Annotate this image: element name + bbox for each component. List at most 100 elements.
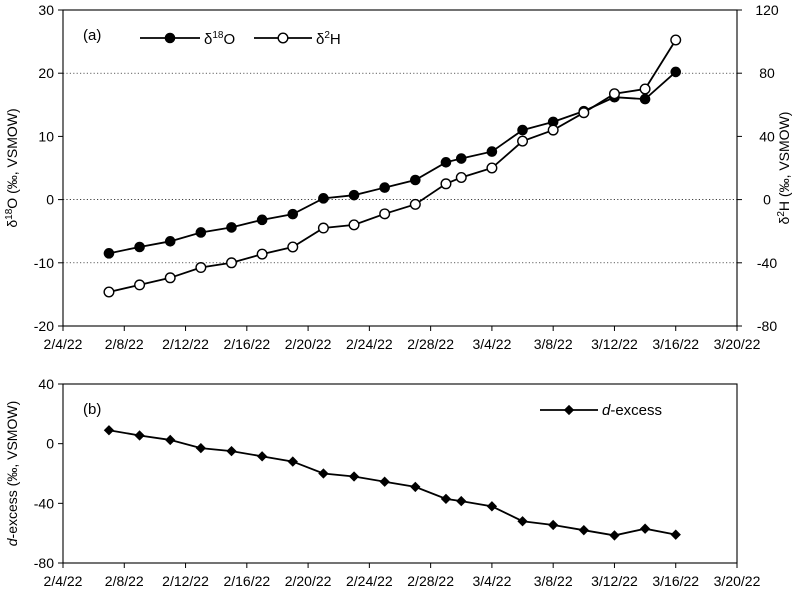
- panel-a-chart: 2/4/22 2/8/22 2/12/22 2/16/22 2/20/22 2/24/22…: [4, 2, 792, 352]
- x-tick-label: 2/4/22: [44, 573, 83, 589]
- y-left-tick-label: -20: [34, 318, 54, 334]
- legend-o18-sup: 18: [212, 30, 224, 41]
- o18-point: [440, 157, 452, 168]
- x-tick-label: 3/8/22: [534, 573, 573, 589]
- d-excess-point: [318, 468, 329, 479]
- x-tick-label: 2/20/22: [285, 336, 332, 352]
- h2-point: [256, 248, 268, 260]
- d-excess-point: [440, 493, 452, 505]
- y-right-tick-label: 120: [755, 2, 779, 18]
- y-left-tick-label: -10: [34, 255, 54, 271]
- legend-o18-marker: [164, 32, 176, 44]
- y-tick-label: -80: [34, 555, 54, 571]
- h2-point: [287, 241, 299, 253]
- y-title-part: -excess (‰, VSMOW): [4, 401, 20, 539]
- h2-point: [608, 88, 620, 100]
- legend-h2-part: H: [330, 31, 341, 48]
- x-tick-label: 2/28/22: [407, 336, 454, 352]
- d-excess-series-line: [108, 429, 676, 537]
- x-tick-label: 2/16/22: [223, 336, 270, 352]
- x-tick-label: 2/8/22: [105, 573, 144, 589]
- legend-b: d-excess: [540, 402, 662, 419]
- y-tick-label: -40: [34, 495, 54, 511]
- panel-b-chart: 2/4/22 2/8/22 2/12/22 2/16/22 2/20/22 2/24/22…: [4, 376, 761, 589]
- o18-point: [134, 241, 145, 253]
- y-tick-label: 40: [38, 376, 54, 392]
- d-excess-point: [165, 434, 176, 446]
- x-tick-label: 3/20/22: [714, 573, 761, 589]
- y-left-tick-label: 0: [46, 192, 54, 208]
- legend-d-excess-italic: d: [602, 402, 611, 419]
- h2-point: [195, 262, 207, 274]
- y-tick-label: 0: [46, 436, 54, 452]
- y-right-tick-label: 40: [759, 128, 775, 144]
- h2-point: [379, 208, 391, 220]
- o18-point: [318, 193, 329, 204]
- d-excess-point: [609, 530, 620, 541]
- y-left-tick-label: 30: [38, 2, 54, 18]
- x-tick-label: 3/16/22: [652, 336, 699, 352]
- y-right-tick-label: 0: [763, 192, 771, 208]
- y-left-tick-label: 10: [38, 128, 54, 144]
- y-right-tick-label: -80: [757, 318, 777, 334]
- h2-point: [409, 198, 421, 210]
- y-right-title-part: H (‰, VSMOW): [776, 112, 792, 212]
- x-tick-label: 3/4/22: [472, 336, 511, 352]
- d-excess-point: [379, 476, 390, 487]
- legend-h2-part: δ: [316, 31, 324, 48]
- y-right-title-part: δ: [776, 216, 792, 224]
- h2-point: [486, 162, 498, 174]
- y-left-tick-label: 20: [38, 65, 54, 81]
- d-excess-point: [670, 529, 681, 540]
- h2-point: [317, 222, 329, 234]
- plot-frame: [62, 9, 738, 327]
- plot-frame: [62, 383, 738, 564]
- d-excess-point: [348, 471, 360, 482]
- h2-point: [517, 135, 529, 147]
- panel-label-b: (b): [83, 401, 101, 418]
- x-tick-label: 3/16/22: [652, 573, 699, 589]
- o18-point: [486, 146, 498, 157]
- y-right-tick-label: 80: [759, 65, 775, 81]
- o18-point: [348, 189, 360, 201]
- d-excess-point: [548, 519, 559, 531]
- o18-point: [455, 153, 467, 164]
- y-right-axis-title: δ2H (‰, VSMOW): [776, 112, 792, 225]
- legend-o18-part: O: [223, 31, 235, 48]
- h2-point: [578, 107, 590, 119]
- legend-d-excess-part: -excess: [610, 402, 662, 419]
- x-tick-label: 2/4/22: [44, 336, 83, 352]
- o18-point: [670, 66, 682, 78]
- x-tick-label: 2/12/22: [162, 336, 209, 352]
- o18-point: [164, 236, 176, 247]
- h2-point: [134, 279, 146, 291]
- o18-point: [226, 222, 237, 233]
- d-excess-point: [639, 523, 651, 534]
- y-left-title-part: δ: [4, 220, 20, 228]
- d-excess-point: [226, 445, 237, 457]
- x-tick-label: 2/24/22: [346, 336, 393, 352]
- legend-d-excess-marker: [563, 404, 575, 416]
- x-tick-label: 2/20/22: [285, 573, 332, 589]
- x-tick-label: 3/4/22: [472, 573, 511, 589]
- d-excess-point: [410, 481, 421, 493]
- d-excess-point: [134, 430, 145, 441]
- y-title-italic: d: [4, 537, 20, 546]
- d-excess-point: [517, 516, 528, 527]
- x-tick-label: 3/20/22: [714, 336, 761, 352]
- x-tick-label: 3/12/22: [591, 336, 638, 352]
- h2-point: [225, 257, 237, 269]
- o18-series-line: [108, 71, 677, 255]
- panel-label-a: (a): [83, 27, 101, 44]
- d-excess-point: [195, 442, 207, 454]
- o18-point: [195, 227, 207, 238]
- x-tick-label: 2/28/22: [407, 573, 454, 589]
- o18-point: [379, 182, 390, 193]
- o18-point: [256, 214, 268, 226]
- d-excess-point: [578, 525, 589, 536]
- legend-o18-part: δ: [204, 31, 212, 48]
- h2-point: [670, 34, 682, 46]
- y-left-axis-title: δ18O (‰, VSMOW): [4, 108, 20, 227]
- h2-point: [164, 272, 176, 284]
